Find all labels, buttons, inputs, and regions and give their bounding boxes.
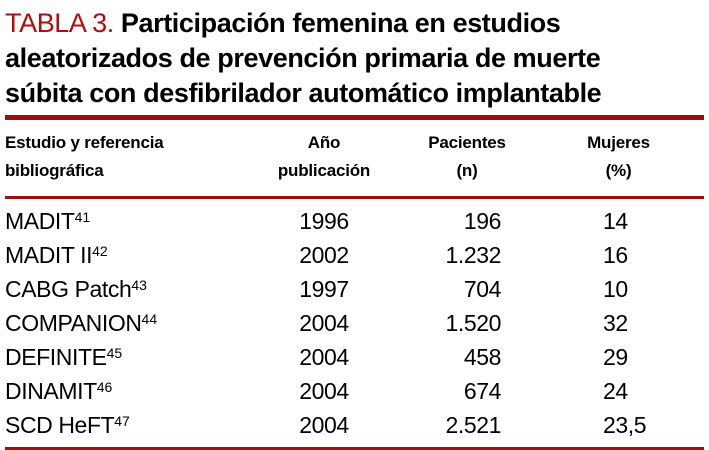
table-title: TABLA 3. Participación femenina en estudi…: [5, 4, 704, 111]
title-line-2: aleatorizados de prevención primaria de …: [5, 43, 601, 73]
header-patients-line1: Pacientes: [428, 133, 506, 152]
year-cell: 2002: [299, 241, 349, 268]
patients-cell: 1.520: [445, 309, 501, 336]
study-cell: MADIT II42: [5, 238, 245, 272]
women-percent-cell: 23,5: [603, 411, 647, 438]
reference-superscript: 47: [114, 412, 130, 429]
women-percent-cell: 32: [603, 309, 628, 336]
header-women-line1: Mujeres: [587, 133, 650, 152]
women-percent-cell: 29: [603, 343, 628, 370]
year-cell: 2004: [299, 411, 349, 438]
reference-superscript: 41: [74, 208, 91, 225]
year-cell: 2004: [299, 309, 349, 336]
header-year-line2: publicación: [277, 161, 371, 180]
title-line-3: súbita con desfibrilador automático impl…: [5, 78, 602, 108]
reference-superscript: 44: [141, 310, 158, 327]
study-name: CABG Patch: [5, 275, 132, 302]
year-cell: 1997: [299, 275, 349, 302]
study-name: COMPANION: [5, 309, 142, 336]
header-year: Año publicación: [245, 117, 395, 199]
patients-cell: 458: [463, 343, 502, 370]
women-percent-cell: 16: [603, 241, 628, 268]
women-percent-cell: 24: [603, 377, 628, 404]
table-row: SCD HeFT47 2004 2.521 23,5: [5, 408, 704, 449]
women-percent-cell: 10: [603, 275, 628, 302]
year-cell: 2004: [299, 377, 349, 404]
header-study-line1: Estudio y referencia: [5, 133, 164, 152]
header-women-line2: (%): [605, 161, 632, 180]
study-name: MADIT: [5, 207, 75, 234]
patients-cell: 2.521: [445, 411, 501, 438]
header-year-line1: Año: [307, 133, 341, 152]
table-row: COMPANION44 2004 1.520 32: [5, 306, 704, 340]
study-cell: COMPANION44: [5, 306, 245, 340]
patients-cell: 1.232: [445, 241, 501, 268]
study-cell: DINAMIT46: [5, 374, 245, 408]
header-patients-line2: (n): [456, 161, 478, 180]
study-name: MADIT II: [5, 241, 93, 268]
table-body: MADIT41 1996 196 14 MADIT II42 2002 1.232 16 CAB…: [5, 198, 704, 449]
header-study-line2: bibliográfica: [5, 161, 104, 180]
study-name: DEFINITE: [5, 343, 107, 370]
study-name: DINAMIT: [5, 377, 97, 404]
table-header-row: Estudio y referencia bibliográfica Año p…: [5, 117, 704, 199]
reference-superscript: 46: [96, 378, 113, 395]
patients-cell: 704: [463, 275, 502, 302]
table-header: Estudio y referencia bibliográfica Año p…: [5, 117, 704, 199]
table-row: DINAMIT46 2004 674 24: [5, 374, 704, 408]
table-row: MADIT II42 2002 1.232 16: [5, 238, 704, 272]
table-row: CABG Patch43 1997 704 10: [5, 272, 704, 306]
header-women: Mujeres (%): [515, 117, 704, 199]
header-patients: Pacientes (n): [395, 117, 515, 199]
year-cell: 2004: [299, 343, 349, 370]
reference-superscript: 43: [131, 276, 147, 293]
title-line-1: Participación femenina en estudios: [120, 8, 561, 38]
participation-table: Estudio y referencia bibliográfica Año p…: [5, 115, 704, 450]
reference-superscript: 45: [106, 344, 123, 361]
header-study: Estudio y referencia bibliográfica: [5, 117, 245, 199]
patients-cell: 196: [463, 207, 502, 234]
patients-cell: 674: [463, 377, 502, 404]
table-number-label: TABLA 3.: [5, 8, 114, 38]
year-cell: 1996: [299, 207, 349, 234]
study-cell: MADIT41: [5, 198, 245, 239]
study-cell: DEFINITE45: [5, 340, 245, 374]
women-percent-cell: 14: [603, 207, 628, 234]
study-name: SCD HeFT: [5, 411, 115, 438]
study-cell: SCD HeFT47: [5, 408, 245, 449]
study-cell: CABG Patch43: [5, 272, 245, 306]
reference-superscript: 42: [92, 242, 108, 259]
table-row: MADIT41 1996 196 14: [5, 198, 704, 239]
table-row: DEFINITE45 2004 458 29: [5, 340, 704, 374]
